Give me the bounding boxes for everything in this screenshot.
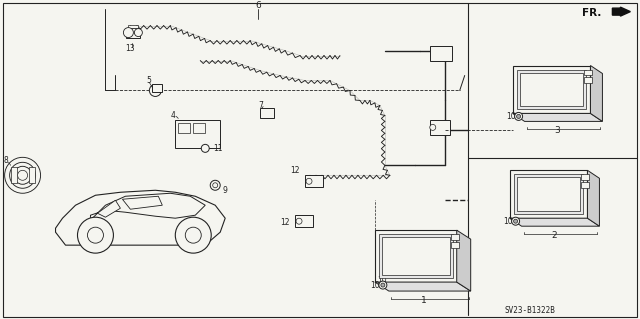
Bar bbox=[175, 120, 220, 148]
Text: 5: 5 bbox=[146, 76, 151, 85]
Bar bbox=[382, 237, 450, 275]
Polygon shape bbox=[106, 9, 465, 76]
Bar bbox=[451, 242, 459, 248]
Bar bbox=[152, 85, 163, 93]
Text: 12: 12 bbox=[291, 166, 300, 175]
Bar bbox=[520, 72, 584, 107]
Bar bbox=[516, 177, 580, 211]
Circle shape bbox=[430, 124, 436, 130]
Circle shape bbox=[201, 145, 209, 152]
Text: 10: 10 bbox=[503, 217, 513, 226]
Text: 1: 1 bbox=[421, 295, 427, 305]
Polygon shape bbox=[97, 200, 120, 217]
Bar bbox=[451, 234, 459, 240]
Bar bbox=[129, 25, 138, 28]
Bar bbox=[582, 182, 589, 188]
Text: FR.: FR. bbox=[582, 8, 602, 18]
Circle shape bbox=[515, 112, 523, 120]
Polygon shape bbox=[509, 218, 600, 226]
Polygon shape bbox=[513, 65, 591, 114]
Bar bbox=[379, 234, 452, 278]
Text: 10: 10 bbox=[370, 281, 380, 290]
Polygon shape bbox=[56, 190, 225, 245]
Circle shape bbox=[77, 217, 113, 253]
Circle shape bbox=[511, 217, 520, 225]
Circle shape bbox=[514, 219, 518, 223]
Circle shape bbox=[185, 227, 201, 243]
Text: 13: 13 bbox=[125, 44, 135, 53]
Circle shape bbox=[13, 166, 31, 184]
Polygon shape bbox=[375, 282, 470, 291]
Polygon shape bbox=[591, 65, 602, 122]
Bar bbox=[126, 28, 140, 38]
Polygon shape bbox=[457, 230, 470, 291]
Bar bbox=[516, 70, 586, 109]
Text: 3: 3 bbox=[555, 126, 561, 135]
Circle shape bbox=[149, 85, 161, 96]
FancyArrow shape bbox=[612, 7, 630, 16]
Bar bbox=[11, 167, 17, 183]
Text: 4: 4 bbox=[170, 111, 175, 120]
Circle shape bbox=[379, 281, 387, 289]
Circle shape bbox=[175, 217, 211, 253]
Circle shape bbox=[10, 162, 36, 188]
Polygon shape bbox=[90, 193, 205, 220]
Bar bbox=[305, 175, 323, 187]
Bar bbox=[295, 215, 313, 227]
Bar bbox=[582, 174, 589, 180]
Circle shape bbox=[381, 283, 385, 287]
Text: 6: 6 bbox=[255, 1, 261, 10]
Polygon shape bbox=[513, 114, 602, 122]
Bar bbox=[584, 78, 593, 84]
Polygon shape bbox=[509, 170, 588, 218]
Text: 12: 12 bbox=[280, 218, 290, 227]
Circle shape bbox=[134, 29, 142, 37]
Circle shape bbox=[306, 178, 312, 184]
Bar bbox=[179, 123, 190, 133]
Circle shape bbox=[4, 157, 40, 193]
Circle shape bbox=[88, 227, 104, 243]
Circle shape bbox=[212, 183, 218, 188]
Circle shape bbox=[516, 115, 520, 118]
Text: 2: 2 bbox=[552, 231, 557, 240]
Bar bbox=[193, 123, 205, 133]
Bar bbox=[584, 70, 593, 76]
Polygon shape bbox=[122, 196, 163, 209]
Polygon shape bbox=[375, 230, 457, 282]
Bar bbox=[514, 174, 584, 214]
Circle shape bbox=[124, 28, 133, 38]
Text: 11: 11 bbox=[213, 144, 223, 153]
Text: 8: 8 bbox=[3, 156, 8, 165]
Text: 10: 10 bbox=[506, 112, 515, 121]
Circle shape bbox=[210, 180, 220, 190]
Polygon shape bbox=[588, 170, 600, 226]
Circle shape bbox=[296, 218, 302, 224]
Bar bbox=[430, 46, 452, 61]
Text: 9: 9 bbox=[222, 186, 227, 195]
Bar bbox=[260, 108, 274, 118]
Bar bbox=[29, 167, 35, 183]
Text: SV23-B1322B: SV23-B1322B bbox=[504, 306, 556, 315]
Text: 7: 7 bbox=[259, 101, 263, 110]
Circle shape bbox=[18, 170, 28, 180]
Bar bbox=[430, 120, 450, 135]
Text: 10: 10 bbox=[377, 276, 387, 285]
